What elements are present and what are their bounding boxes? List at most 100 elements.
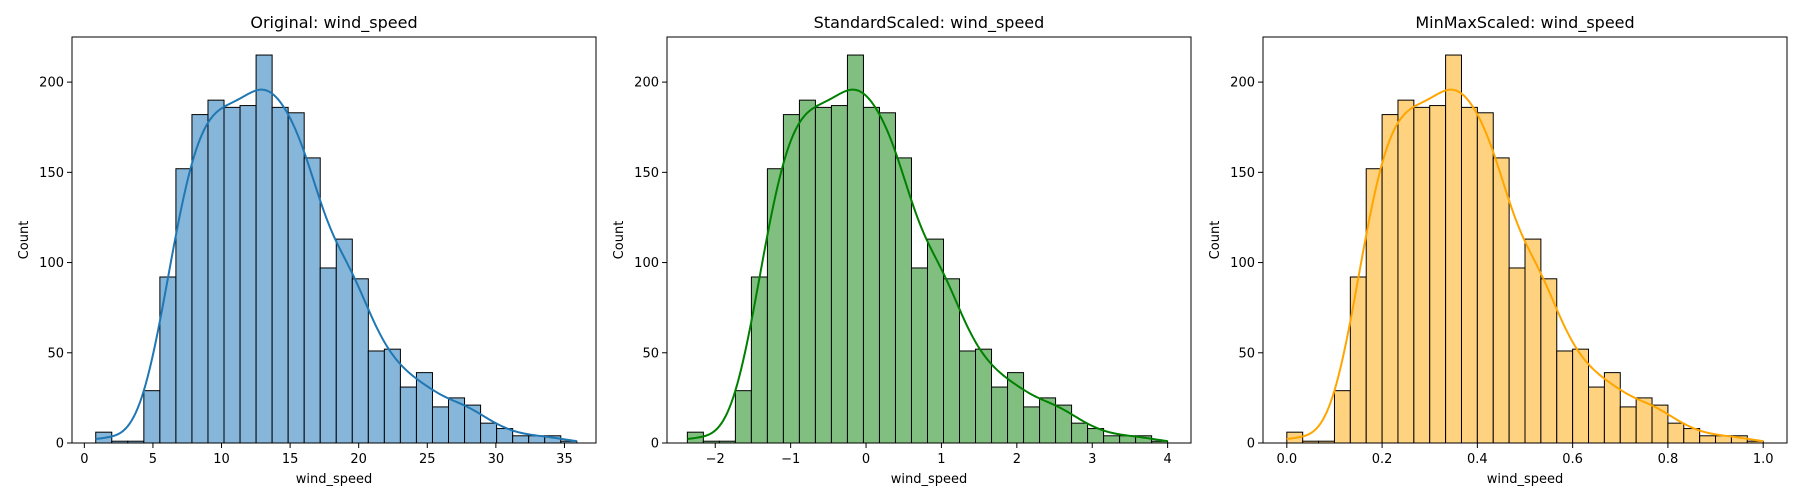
x-tick-label: 0.2 [1372,452,1393,467]
histogram-bar [383,348,401,444]
x-tick-label: 5 [149,452,157,467]
y-tick-label: 50 [642,346,659,361]
histogram-bar [239,105,257,444]
kde-curve [1286,88,1764,443]
kde-curve [95,88,577,443]
histogram-bar [1699,435,1717,444]
histogram-bar [1460,106,1478,444]
histogram-bar [1492,157,1510,444]
histogram-bar [191,114,209,444]
y-tick-label: 150 [1230,166,1255,181]
x-tick-label: 4 [1163,452,1171,467]
y-axis-label: Count [1208,221,1223,260]
histogram-bar [766,168,784,444]
histogram-bar [975,348,993,444]
histogram-bar [1667,422,1685,444]
histogram-bar [894,157,912,444]
histogram-bar [1651,404,1669,444]
histogram-bar [1055,404,1073,444]
histogram-bar [1445,54,1462,444]
histogram-bar [830,105,848,444]
y-tick-label: 150 [39,166,64,181]
x-tick-label: −1 [781,452,800,467]
histogram-bar [1476,112,1494,444]
y-tick-label: 0 [1247,437,1255,452]
histogram-bar [512,435,530,444]
histogram-bar [1103,435,1121,444]
histogram-bar [1572,348,1590,444]
x-tick-label: 0.8 [1658,452,1679,467]
histogram-bar [1007,372,1025,444]
chart-panel-3: 0.0 0.2 0.4 0.6 0.8 1.0 0 50 100 150 200 MinMaxScal… [1208,13,1788,487]
histogram-bar [175,168,193,444]
y-tick-label: 100 [39,256,64,271]
x-axis-label: wind_speed [296,472,373,487]
histogram-bar [814,106,832,444]
histogram-bar [271,106,289,444]
x-tick-label: 0.0 [1276,452,1297,467]
histogram-bars [686,54,1169,444]
y-tick-label: 200 [1230,76,1255,91]
chart-title: MinMaxScaled: wind_speed [1415,13,1634,33]
histogram-bar [798,99,816,444]
histogram-bar [1023,406,1041,444]
histogram-bar [415,372,433,444]
y-tick-label: 100 [634,256,659,271]
y-tick-label: 200 [39,76,64,91]
y-axis-label: Count [612,221,627,260]
histogram-bar [878,112,896,444]
histogram-bar [750,276,768,444]
histogram-bar [287,112,305,444]
histogram-bar [464,404,482,444]
histogram-bar [399,386,417,444]
histogram-bar [223,106,241,444]
chart-panel-2: −2 −1 0 1 2 3 4 0 50 100 150 200 StandardScaled: win… [612,13,1192,487]
chart-panel-1: 0 5 10 15 20 25 30 35 0 50 100 150 200 Original: wind… [17,13,597,487]
x-tick-label: 0 [80,452,88,467]
histogram-bar [1413,106,1431,444]
histogram-bar [1071,422,1089,444]
y-tick-label: 50 [47,346,64,361]
x-tick-label: 0.6 [1562,452,1583,467]
histogram-bar [303,157,321,444]
histogram-bar [480,422,498,444]
chart-title: StandardScaled: wind_speed [814,13,1045,33]
y-tick-label: 100 [1230,256,1255,271]
histogram-bar [367,350,385,444]
histogram-bar [319,267,337,444]
x-tick-label: 0 [862,452,870,467]
x-tick-label: −2 [706,452,725,467]
histogram-bar [846,54,864,444]
histogram-bar [910,267,928,444]
chart-title: Original: wind_speed [250,13,417,33]
x-tick-label: 15 [282,452,299,467]
axes-frame [71,36,597,444]
x-tick-label: 3 [1088,452,1096,467]
kde-curve [687,88,1168,443]
histogram-bar [1588,386,1605,444]
x-axis-label: wind_speed [891,472,968,487]
x-tick-label: 30 [488,452,505,467]
histogram-bar [1556,350,1574,444]
y-axis-label: Count [17,221,32,260]
y-tick-label: 150 [634,166,659,181]
histogram-bar [159,276,177,444]
histogram-bar [255,54,273,444]
x-tick-label: 35 [556,452,573,467]
x-tick-label: 1.0 [1753,452,1774,467]
y-tick-label: 200 [634,76,659,91]
histogram-bars [1286,54,1764,444]
histogram-bar [1381,114,1399,444]
x-tick-label: 20 [350,452,367,467]
histogram-bar [1349,276,1367,444]
histogram-bar [1603,372,1621,444]
x-tick-label: 0.4 [1467,452,1488,467]
x-tick-label: 2 [1013,452,1021,467]
axes-frame [666,36,1192,444]
axes-frame [1262,36,1788,444]
histogram-bar [143,390,161,444]
histogram-bar [1429,105,1447,444]
histogram-bar [207,99,225,444]
